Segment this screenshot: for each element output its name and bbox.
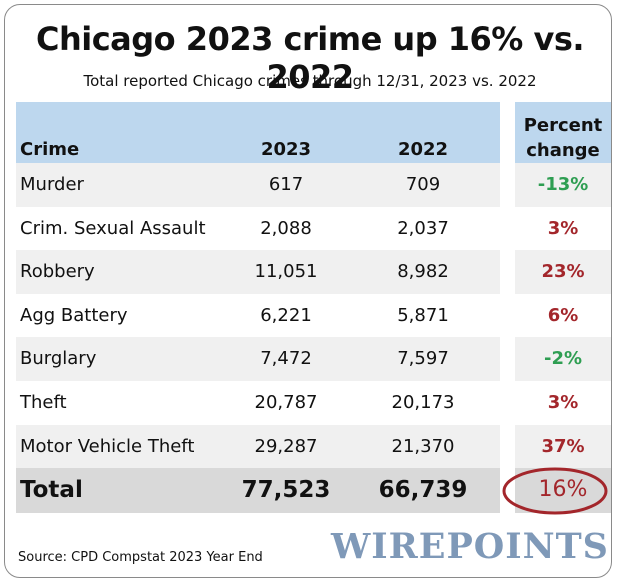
row-percent-change: 3%: [547, 392, 579, 413]
row-value-2022: 21,370: [391, 435, 455, 457]
row-crime-name: Robbery: [20, 261, 95, 283]
row-value-2022: 8,982: [397, 261, 449, 283]
table-row-shade: [16, 424, 500, 469]
total-percent-change: 16%: [538, 477, 588, 503]
total-value-2022: 66,739: [378, 477, 468, 504]
column-header-percent-change: Percent change: [523, 115, 603, 161]
row-value-2023: 29,287: [254, 435, 318, 457]
row-crime-name: Burglary: [20, 348, 97, 370]
row-value-2022: 7,597: [397, 348, 449, 370]
page-title: Chicago 2023 crime up 16% vs. 2022: [35, 20, 585, 96]
percent-row-shade: [515, 250, 611, 294]
subtitle: Total reported Chicago crimes through 12…: [83, 72, 537, 90]
row-percent-change: 3%: [547, 217, 579, 239]
row-percent-change: 37%: [541, 435, 585, 457]
brand-logo: WIREPOINTS: [331, 526, 609, 567]
total-row-shade: [16, 468, 500, 514]
row-value-2023: 6,221: [260, 304, 312, 326]
table-row-shade: [16, 337, 500, 381]
row-percent-change: 6%: [547, 304, 579, 326]
total-value-2023: 77,523: [241, 477, 331, 504]
row-value-2022: 5,871: [397, 304, 449, 326]
row-value-2023: 2,088: [260, 217, 312, 239]
row-crime-name: Agg Battery: [20, 304, 128, 326]
total-label: Total: [20, 477, 83, 504]
percent-row-shade: [515, 424, 611, 469]
column-header-crime: Crime: [20, 139, 80, 160]
row-percent-change: -2%: [543, 348, 583, 370]
row-value-2022: 20,173: [391, 392, 455, 413]
row-value-2023: 20,787: [254, 392, 318, 413]
row-crime-name: Theft: [20, 392, 67, 413]
row-value-2022: 709: [405, 174, 441, 195]
column-header-2022: 2022: [397, 139, 449, 160]
row-percent-change: -13%: [537, 174, 589, 195]
row-value-2022: 2,037: [397, 217, 449, 239]
percent-header-band: [515, 102, 611, 163]
row-value-2023: 7,472: [260, 348, 312, 370]
source-note: Source: CPD Compstat 2023 Year End: [18, 550, 263, 565]
row-crime-name: Crim. Sexual Assault: [20, 217, 206, 239]
percent-row-shade: [515, 163, 611, 207]
percent-row-shade: [515, 337, 611, 381]
row-value-2023: 617: [268, 174, 304, 195]
highlight-ring: [502, 467, 608, 515]
row-percent-change: 23%: [541, 261, 585, 283]
row-value-2023: 11,051: [254, 261, 318, 283]
table-row-shade: [16, 163, 500, 207]
row-crime-name: Murder: [20, 174, 84, 195]
column-header-2023: 2023: [260, 139, 312, 160]
row-crime-name: Motor Vehicle Theft: [20, 435, 195, 457]
table-row-shade: [16, 250, 500, 294]
table-header-band: [16, 102, 500, 163]
